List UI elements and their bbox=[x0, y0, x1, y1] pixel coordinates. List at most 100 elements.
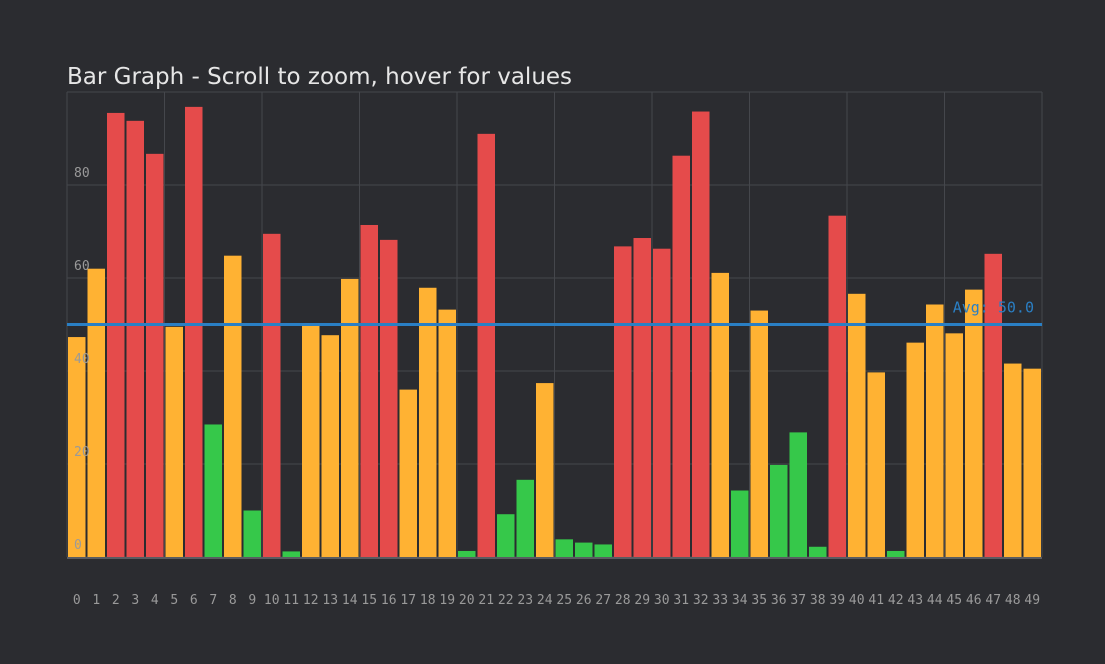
bar[interactable] bbox=[614, 246, 632, 557]
bar[interactable] bbox=[477, 133, 496, 557]
bar[interactable] bbox=[302, 324, 320, 558]
x-tick-label: 38 bbox=[810, 593, 826, 608]
bar[interactable] bbox=[750, 310, 769, 557]
x-tick-label: 28 bbox=[615, 593, 631, 608]
bar[interactable] bbox=[770, 464, 788, 557]
x-tick-label: 48 bbox=[1005, 593, 1021, 608]
x-tick-label: 24 bbox=[537, 593, 553, 608]
x-tick-label: 2 bbox=[112, 593, 120, 608]
bar[interactable] bbox=[497, 514, 515, 557]
y-tick-label: 40 bbox=[74, 352, 90, 367]
x-tick-label: 45 bbox=[946, 593, 962, 608]
bar[interactable] bbox=[360, 224, 379, 558]
bar[interactable] bbox=[594, 544, 613, 557]
x-tick-label: 10 bbox=[264, 593, 280, 608]
bar[interactable] bbox=[965, 289, 983, 557]
bar[interactable] bbox=[146, 153, 164, 557]
x-tick-label: 39 bbox=[829, 593, 845, 608]
x-tick-label: 16 bbox=[381, 593, 397, 608]
x-tick-label: 29 bbox=[634, 593, 650, 608]
x-tick-label: 40 bbox=[849, 593, 865, 608]
bar[interactable] bbox=[126, 120, 145, 557]
x-tick-label: 25 bbox=[556, 593, 572, 608]
bar[interactable] bbox=[458, 550, 476, 557]
x-tick-label: 5 bbox=[170, 593, 178, 608]
x-tick-label: 31 bbox=[673, 593, 689, 608]
bar[interactable] bbox=[87, 268, 106, 557]
x-tick-label: 0 bbox=[73, 593, 81, 608]
x-tick-label: 37 bbox=[790, 593, 806, 608]
bar[interactable] bbox=[224, 255, 242, 557]
bar[interactable] bbox=[282, 551, 301, 557]
x-tick-label: 49 bbox=[1024, 593, 1040, 608]
x-tick-label: 18 bbox=[420, 593, 436, 608]
y-axis-ticks: 0 20 40 60 80 bbox=[74, 166, 90, 553]
y-tick-label: 20 bbox=[74, 445, 90, 460]
bar[interactable] bbox=[575, 542, 593, 557]
x-tick-label: 26 bbox=[576, 593, 592, 608]
x-tick-label: 34 bbox=[732, 593, 748, 608]
x-tick-label: 42 bbox=[888, 593, 904, 608]
x-tick-label: 23 bbox=[517, 593, 533, 608]
x-tick-label: 30 bbox=[654, 593, 670, 608]
bar[interactable] bbox=[672, 155, 691, 557]
bar[interactable] bbox=[848, 293, 866, 557]
bars bbox=[68, 106, 1042, 558]
bar[interactable] bbox=[711, 272, 730, 557]
bar[interactable] bbox=[692, 111, 710, 557]
x-tick-label: 7 bbox=[209, 593, 217, 608]
x-tick-label: 35 bbox=[751, 593, 767, 608]
chart-title: Bar Graph - Scroll to zoom, hover for va… bbox=[67, 64, 572, 90]
bar[interactable] bbox=[380, 239, 398, 557]
y-tick-label: 0 bbox=[74, 538, 82, 553]
bar[interactable] bbox=[243, 510, 262, 558]
x-tick-label: 9 bbox=[248, 593, 256, 608]
bar[interactable] bbox=[341, 278, 359, 557]
x-tick-label: 33 bbox=[712, 593, 728, 608]
bar[interactable] bbox=[789, 432, 808, 557]
bar[interactable] bbox=[419, 287, 437, 557]
bar[interactable] bbox=[984, 253, 1003, 557]
bar[interactable] bbox=[536, 383, 554, 557]
x-tick-label: 14 bbox=[342, 593, 358, 608]
x-tick-label: 44 bbox=[927, 593, 943, 608]
x-tick-label: 46 bbox=[966, 593, 982, 608]
bar[interactable] bbox=[1023, 368, 1042, 557]
bar[interactable] bbox=[731, 490, 749, 557]
bar[interactable] bbox=[945, 333, 964, 557]
bar[interactable] bbox=[107, 112, 125, 558]
bar[interactable] bbox=[263, 233, 281, 557]
x-tick-label: 20 bbox=[459, 593, 475, 608]
bar[interactable] bbox=[906, 342, 925, 557]
average-label: Avg: 50.0 bbox=[953, 299, 1034, 317]
bar[interactable] bbox=[321, 335, 340, 557]
bar[interactable] bbox=[867, 372, 886, 557]
bar[interactable] bbox=[516, 479, 535, 557]
x-tick-label: 8 bbox=[229, 593, 237, 608]
x-tick-label: 47 bbox=[985, 593, 1001, 608]
x-tick-label: 6 bbox=[190, 593, 198, 608]
x-tick-label: 27 bbox=[595, 593, 611, 608]
x-tick-label: 36 bbox=[771, 593, 787, 608]
bar[interactable] bbox=[828, 215, 847, 557]
bar[interactable] bbox=[926, 304, 944, 557]
bar[interactable] bbox=[68, 337, 86, 557]
x-tick-label: 11 bbox=[283, 593, 299, 608]
bar[interactable] bbox=[185, 106, 203, 557]
bar[interactable] bbox=[653, 248, 671, 557]
bar[interactable] bbox=[438, 309, 457, 557]
x-tick-label: 22 bbox=[498, 593, 514, 608]
bar[interactable] bbox=[809, 546, 827, 557]
bar[interactable] bbox=[399, 389, 418, 557]
bar[interactable] bbox=[204, 424, 223, 557]
bar[interactable] bbox=[555, 539, 574, 557]
bar[interactable] bbox=[1004, 363, 1022, 557]
x-tick-label: 3 bbox=[131, 593, 139, 608]
x-tick-label: 21 bbox=[478, 593, 494, 608]
bar[interactable] bbox=[633, 238, 652, 557]
bar[interactable] bbox=[887, 550, 905, 557]
x-tick-label: 1 bbox=[92, 593, 100, 608]
bar[interactable] bbox=[165, 326, 184, 557]
x-tick-label: 19 bbox=[439, 593, 455, 608]
